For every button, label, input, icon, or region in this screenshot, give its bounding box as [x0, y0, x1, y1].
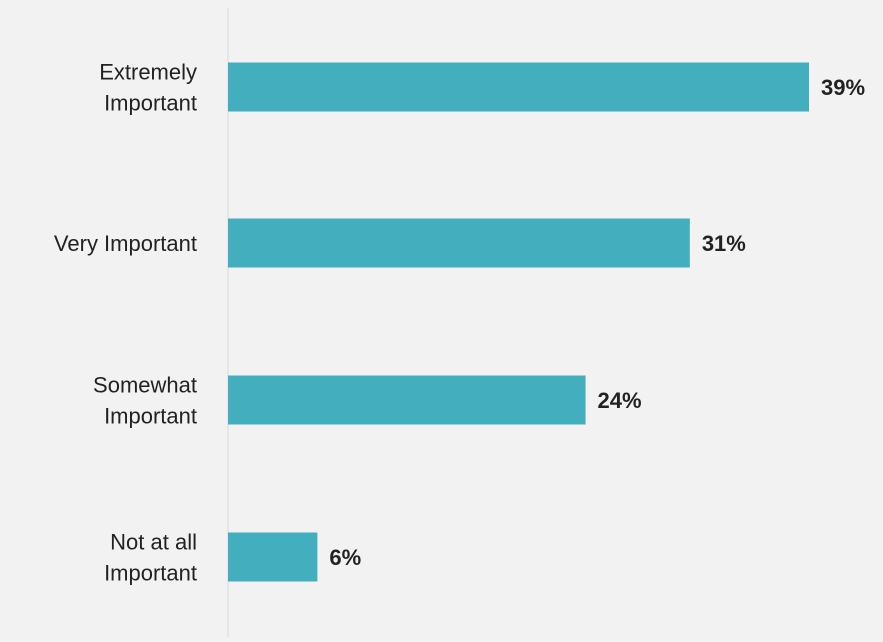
category-label: Very Important: [54, 231, 197, 256]
category-label: Not at all Important: [104, 530, 197, 586]
bars-group: [228, 62, 809, 582]
category-label-line: Important: [104, 404, 197, 429]
category-label-line: Important: [104, 91, 197, 116]
category-labels: Extremely Important Very Important Somewhat…: [54, 60, 197, 586]
data-label: 24%: [598, 388, 642, 413]
category-label: Somewhat Important: [93, 373, 197, 429]
bar: [228, 218, 690, 268]
category-label-line: Not at all: [110, 530, 197, 555]
data-label: 39%: [821, 75, 865, 100]
data-label: 6%: [329, 545, 361, 570]
category-label: Extremely Important: [99, 60, 197, 116]
category-label-line: Somewhat: [93, 373, 197, 398]
bar: [228, 532, 318, 582]
data-label: 31%: [702, 231, 746, 256]
value-labels: 39% 31% 24% 6%: [329, 75, 865, 570]
category-label-line: Extremely: [99, 60, 197, 85]
bar: [228, 62, 809, 112]
bar: [228, 375, 586, 425]
category-label-line: Very Important: [54, 231, 197, 256]
category-label-line: Important: [104, 561, 197, 586]
